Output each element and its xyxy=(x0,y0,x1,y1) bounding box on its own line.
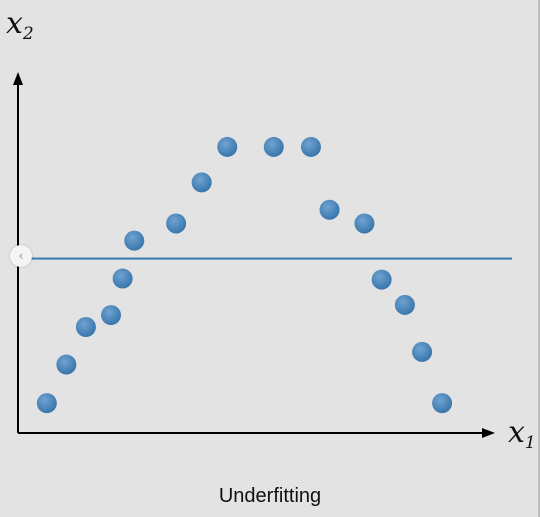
x-axis-label: x1 xyxy=(508,415,536,453)
chart-caption: Underfitting xyxy=(218,485,322,507)
data-point xyxy=(371,269,392,290)
y-axis-label: x2 xyxy=(6,6,34,44)
data-point xyxy=(75,316,96,337)
y-axis-arrowhead xyxy=(13,72,23,85)
chevron-left-icon[interactable]: ‹ xyxy=(10,245,32,267)
data-point xyxy=(263,136,284,157)
data-point xyxy=(166,213,187,234)
axes xyxy=(13,72,495,438)
data-point xyxy=(412,341,433,362)
frame-edge xyxy=(538,0,540,517)
data-point xyxy=(101,305,121,326)
data-point xyxy=(112,268,133,289)
data-point xyxy=(36,393,57,414)
data-point xyxy=(191,172,212,193)
data-point xyxy=(124,230,145,251)
data-points xyxy=(36,136,453,414)
data-point xyxy=(432,393,453,414)
data-point xyxy=(56,354,77,375)
data-point xyxy=(300,136,321,157)
data-point xyxy=(319,199,340,220)
data-point xyxy=(354,213,375,234)
x-axis-arrowhead xyxy=(482,428,495,438)
data-point xyxy=(217,136,238,157)
data-point xyxy=(394,294,415,315)
